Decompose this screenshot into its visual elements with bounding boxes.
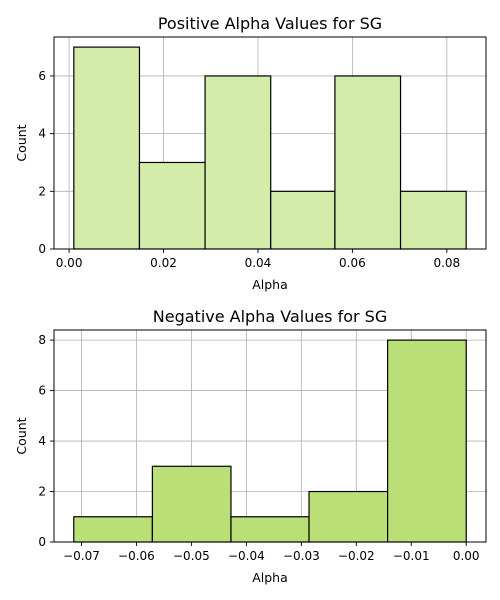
y-tick-label: 4	[38, 127, 46, 141]
negative-alpha-histogram: −0.07 −0.06 −0.05 −0.04 −0.03 −0.02 −0.01 0.00 0…	[14, 307, 487, 585]
x-tick-label: −0.05	[173, 549, 210, 563]
positive-alpha-histogram: 0.00 0.02 0.04 0.06 0.08 0 2 4 6 Positive Alpha V…	[14, 14, 487, 292]
y-tick-label: 2	[38, 184, 46, 198]
chart-title: Positive Alpha Values for SG	[158, 14, 382, 33]
y-tick-label: 6	[38, 69, 46, 83]
y-tick-label: 8	[38, 333, 46, 347]
x-tick-label: −0.02	[338, 549, 375, 563]
x-tick-label: 0.08	[433, 256, 460, 270]
y-tick-label: 6	[38, 384, 46, 398]
histogram-bar	[308, 490, 389, 543]
x-tick-label: 0.04	[245, 256, 272, 270]
histogram-bar	[73, 516, 153, 543]
x-tick-label: −0.03	[283, 549, 320, 563]
axes-frame	[53, 36, 487, 250]
x-tick-label: 0.02	[150, 256, 177, 270]
y-tick-label: 4	[38, 434, 46, 448]
x-axis-label: Alpha	[252, 277, 288, 292]
histogram-bar	[138, 161, 206, 250]
x-tick-label: −0.07	[63, 549, 100, 563]
axes-frame	[53, 329, 487, 543]
y-tick-label: 0	[38, 242, 46, 256]
x-tick-label: −0.04	[228, 549, 265, 563]
chart-title: Negative Alpha Values for SG	[153, 307, 387, 326]
x-tick-label: −0.06	[118, 549, 155, 563]
histogram-bar	[399, 190, 467, 250]
histogram-bar	[387, 339, 467, 543]
histogram-bar	[270, 190, 336, 250]
histogram-bar	[151, 465, 232, 543]
y-axis-label: Count	[14, 417, 29, 454]
x-tick-label: 0.06	[339, 256, 366, 270]
histogram-bar	[230, 516, 310, 543]
x-tick-label: −0.01	[393, 549, 430, 563]
histogram-bar	[73, 46, 141, 250]
y-axis-label: Count	[14, 124, 29, 161]
x-tick-label: 0.00	[56, 256, 83, 270]
y-tick-label: 0	[38, 535, 46, 549]
histogram-bar	[204, 75, 272, 250]
histogram-bar	[334, 75, 402, 250]
y-tick-label: 2	[38, 485, 46, 499]
x-tick-label: 0.00	[453, 549, 480, 563]
x-axis-label: Alpha	[252, 570, 288, 585]
